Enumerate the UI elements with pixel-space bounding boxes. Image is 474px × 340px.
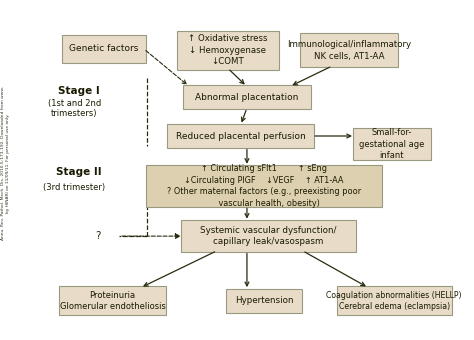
FancyBboxPatch shape: [226, 289, 302, 313]
FancyBboxPatch shape: [183, 85, 311, 109]
Text: Systemic vascular dysfunction/
capillary leak/vasospasm: Systemic vascular dysfunction/ capillary…: [200, 226, 337, 246]
Text: Coagulation abnormalities (HELLP)
Cerebral edema (eclampsia): Coagulation abnormalities (HELLP) Cerebr…: [327, 290, 462, 311]
FancyBboxPatch shape: [63, 35, 146, 63]
FancyBboxPatch shape: [353, 128, 431, 160]
Text: Stage I: Stage I: [57, 86, 100, 96]
Text: (1st and 2nd
trimesters): (1st and 2nd trimesters): [47, 99, 101, 118]
Text: ?: ?: [95, 231, 100, 241]
Text: Annu. Rev. Pathol. Mech. Dis. 2010.5:173-192. Downloaded from www.
by HINARI on : Annu. Rev. Pathol. Mech. Dis. 2010.5:173…: [1, 86, 10, 240]
FancyBboxPatch shape: [301, 33, 398, 67]
Text: Hypertension: Hypertension: [235, 296, 293, 305]
Text: Genetic factors: Genetic factors: [69, 44, 139, 53]
Text: Abnormal placentation: Abnormal placentation: [195, 93, 299, 102]
Text: Small-for-
gestational age
infant: Small-for- gestational age infant: [359, 128, 425, 160]
FancyBboxPatch shape: [176, 31, 279, 70]
Text: (3rd trimester): (3rd trimester): [43, 183, 105, 192]
Text: Stage II: Stage II: [55, 167, 101, 176]
Text: ↑ Circulating sFlt1        ↑ sEng
↓Circulating PlGF    ↓VEGF    ↑ AT1-AA
? Other: ↑ Circulating sFlt1 ↑ sEng ↓Circulating …: [167, 164, 361, 208]
Text: Immunological/inflammatory
NK cells, AT1-AA: Immunological/inflammatory NK cells, AT1…: [287, 40, 411, 61]
Text: Reduced placental perfusion: Reduced placental perfusion: [176, 132, 305, 140]
Text: ↑ Oxidative stress
↓ Hemoxygenase
↓COMT: ↑ Oxidative stress ↓ Hemoxygenase ↓COMT: [188, 34, 267, 66]
Text: Proteinuria
Glomerular endotheliosis: Proteinuria Glomerular endotheliosis: [60, 290, 165, 311]
FancyBboxPatch shape: [167, 124, 314, 148]
FancyBboxPatch shape: [59, 286, 166, 315]
FancyBboxPatch shape: [181, 220, 356, 252]
FancyBboxPatch shape: [146, 165, 383, 207]
FancyBboxPatch shape: [337, 286, 452, 315]
